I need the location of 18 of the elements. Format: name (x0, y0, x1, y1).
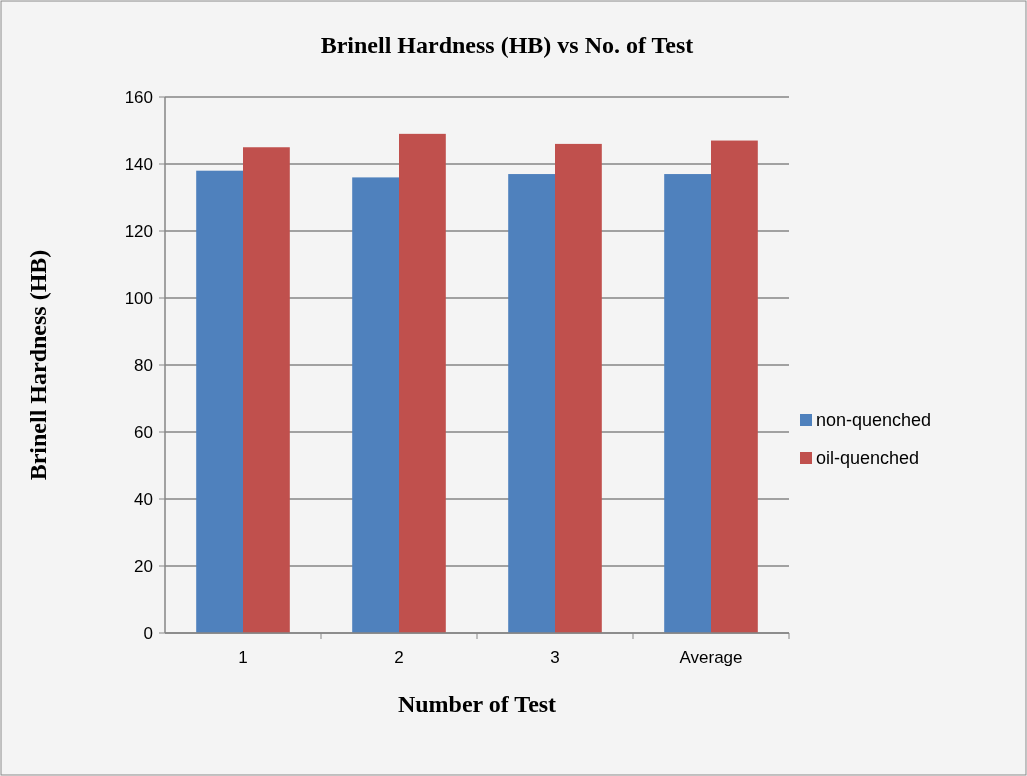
legend-label: oil-quenched (816, 448, 920, 469)
y-tick-label: 100 (124, 288, 153, 308)
legend-label: non-quenched (816, 410, 932, 431)
y-tick-label: 20 (134, 556, 153, 576)
y-tick-label: 60 (134, 422, 153, 442)
x-tick-label: 1 (238, 648, 248, 667)
y-axis-title: Brinell Hardness (HB) (25, 249, 51, 481)
x-tick-label: 3 (550, 648, 560, 667)
x-tick-label: 2 (394, 648, 404, 667)
y-tick-label: 120 (124, 221, 153, 241)
y-tick-label: 80 (134, 355, 153, 375)
y-tick-label: 160 (124, 87, 153, 107)
y-tick-label: 0 (143, 623, 153, 643)
x-tick-label: Average (679, 648, 743, 667)
x-axis-title: Number of Test (397, 691, 557, 717)
chart-title: Brinell Hardness (HB) vs No. of Test (320, 32, 694, 58)
y-tick-label: 40 (134, 489, 153, 509)
y-tick-label: 140 (124, 154, 153, 174)
